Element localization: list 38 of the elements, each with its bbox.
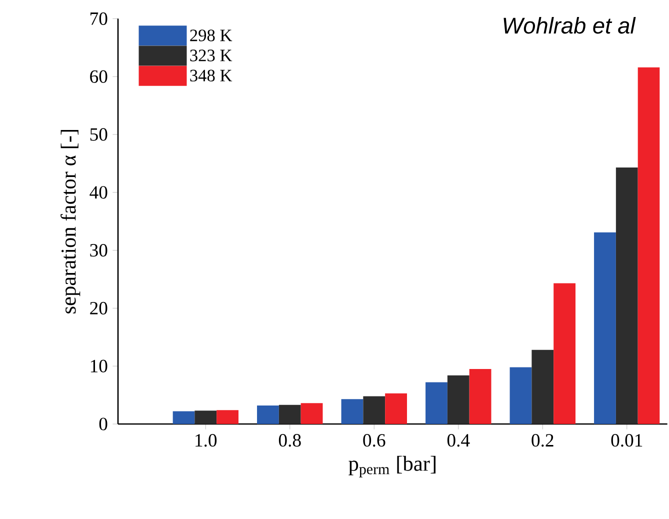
bar (257, 405, 279, 424)
bar (363, 396, 386, 424)
bar (278, 404, 301, 424)
annotation: Wohlrab et al (504, 17, 636, 34)
bar (469, 368, 492, 424)
x-tick-label: 0.6 (363, 434, 386, 447)
bar (532, 350, 554, 424)
bar (638, 67, 660, 424)
y-axis-title: separation factor α [-] (60, 130, 80, 314)
x-tick-label: 0.4 (447, 434, 470, 447)
bar (194, 410, 217, 424)
x-tick-label: 0.2 (532, 434, 554, 447)
y-tick-label: 10 (90, 360, 108, 372)
bar (594, 232, 616, 424)
y-tick-label: 60 (90, 70, 108, 83)
bar (554, 283, 576, 424)
x-axis-title: p$_{perm}$ [bar] (348, 456, 436, 478)
y-tick-label: 70 (90, 12, 108, 25)
bar (426, 382, 448, 424)
bar (341, 399, 364, 424)
legend-label: 298 K (190, 30, 232, 42)
y-tick-label: 40 (90, 186, 108, 199)
y-tick-label: 30 (90, 244, 108, 257)
bar (172, 411, 195, 424)
bar (216, 410, 238, 424)
y-tick-label: 20 (90, 302, 108, 314)
x-tick-label: 0.01 (611, 434, 642, 447)
x-tick-label: 1.0 (196, 434, 217, 447)
x-tick-label: 0.8 (278, 434, 301, 447)
y-tick-label: 0 (99, 418, 108, 430)
y-tick-label: 50 (90, 128, 108, 141)
bar (616, 167, 638, 424)
legend-label: 348 K (190, 70, 232, 82)
legend-label: 323 K (190, 50, 232, 62)
bar (510, 367, 532, 424)
bar (385, 393, 407, 424)
bar (447, 375, 470, 424)
bar (300, 403, 323, 424)
